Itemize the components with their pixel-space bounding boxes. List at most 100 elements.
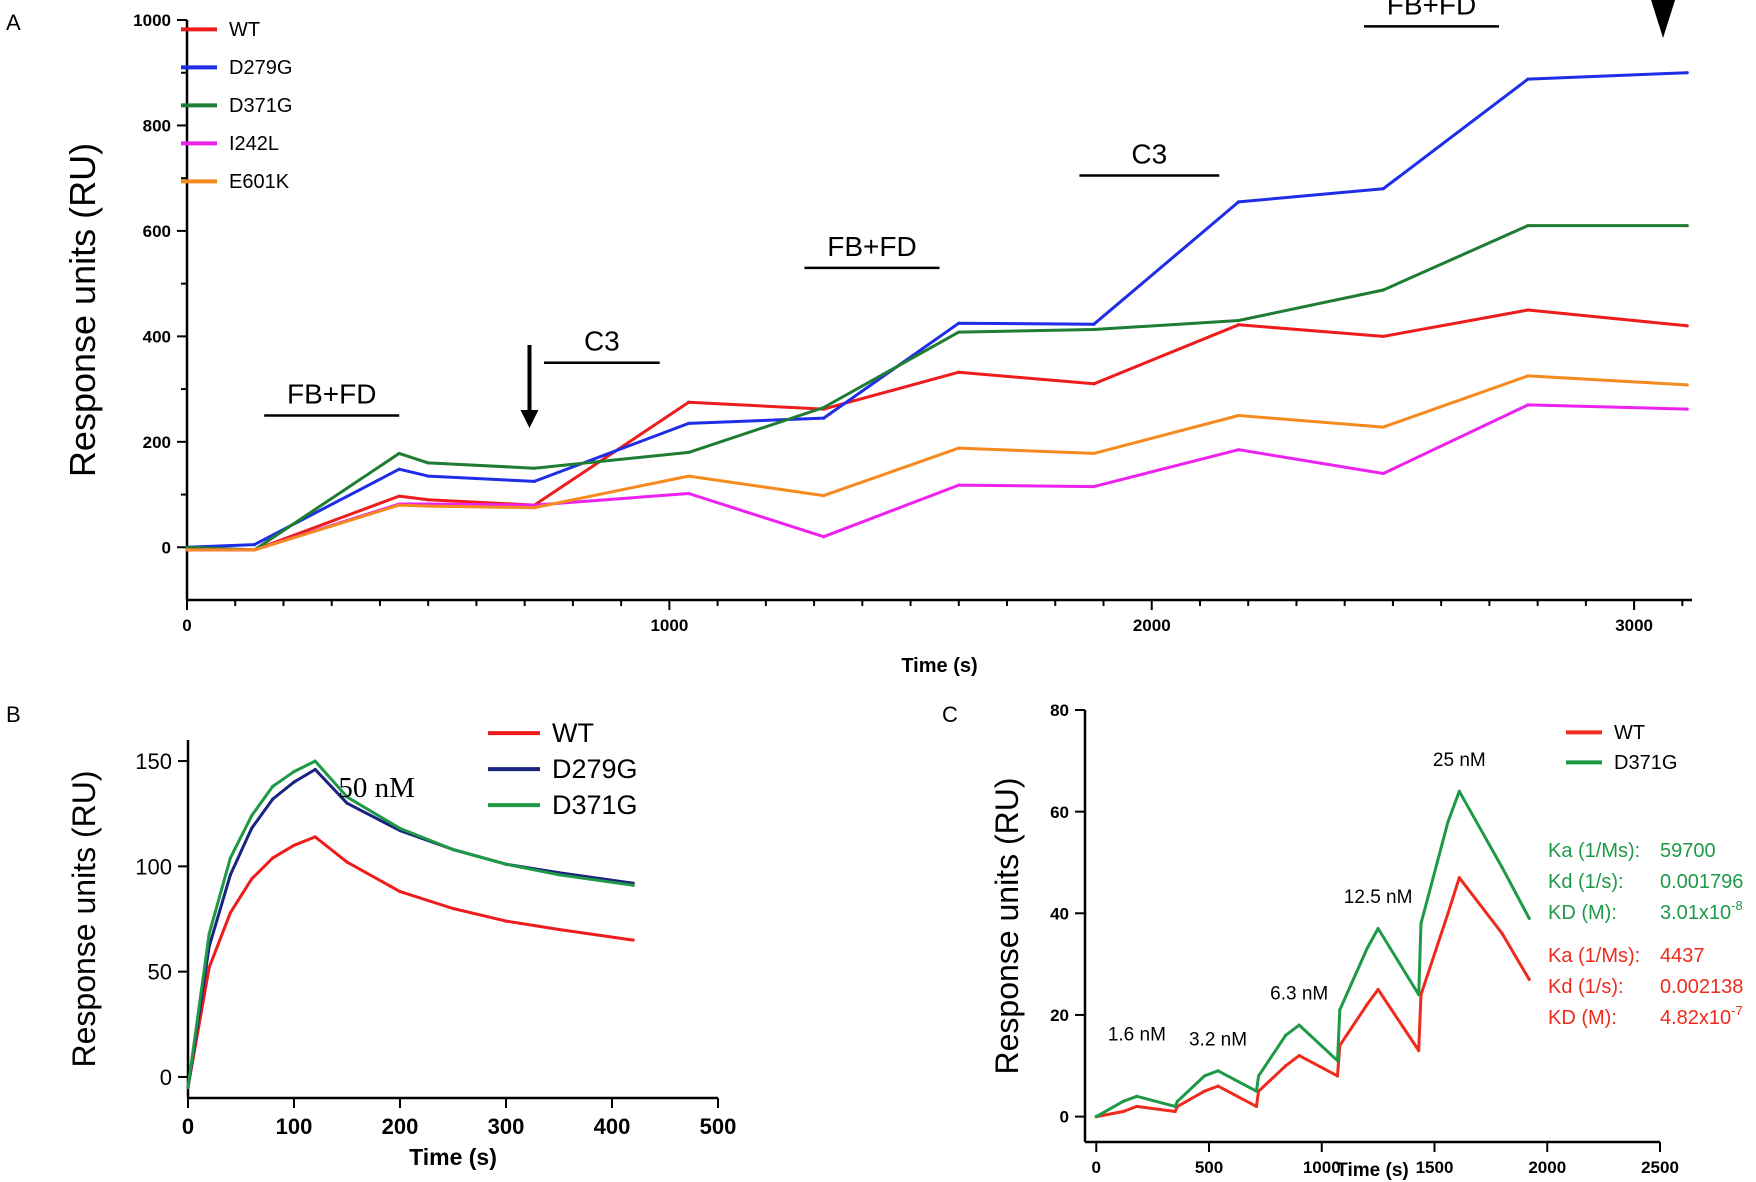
data-point-d371g	[1284, 1033, 1288, 1037]
data-point-wt	[397, 494, 401, 498]
data-point-d279g	[397, 467, 401, 471]
x-tick-label: 1000	[1303, 1158, 1341, 1177]
data-point-d279g	[957, 321, 961, 325]
data-point-d371g	[957, 330, 961, 334]
kinetics-value: 3.01x10-8	[1660, 898, 1743, 924]
data-point-wt	[631, 938, 635, 942]
kinetics-label: KD (M):	[1548, 902, 1617, 924]
data-point-d279g	[313, 767, 317, 772]
legend-label: WT	[229, 19, 260, 41]
data-point-e601k	[426, 504, 430, 508]
data-point-d371g	[1094, 1114, 1098, 1119]
data-point-e601k	[532, 506, 536, 510]
data-point-d371g	[1446, 820, 1450, 824]
data-point-wt	[345, 860, 349, 864]
x-tick-label: 2000	[1528, 1158, 1566, 1177]
kinetics-exponent: -7	[1731, 1003, 1743, 1018]
y-tick-label: 50	[148, 960, 172, 985]
data-point-wt	[687, 400, 691, 404]
data-point-wt	[1254, 1104, 1258, 1109]
data-point-i242l	[1092, 485, 1096, 489]
data-point-wt	[313, 835, 317, 839]
panel-letter: A	[6, 10, 21, 35]
data-point-d371g	[207, 932, 211, 936]
y-tick-label: 200	[143, 433, 171, 452]
data-point-e601k	[1685, 383, 1689, 387]
data-point-d371g	[1376, 926, 1380, 931]
data-point-wt	[1216, 1084, 1220, 1088]
data-point-wt	[1236, 323, 1241, 327]
kinetics-value: 0.002138	[1660, 976, 1743, 998]
series-line-i242l	[187, 403, 1688, 552]
kinetics-label: KD (M):	[1548, 1007, 1617, 1029]
kinetics-value: 4.82x10-7	[1660, 1003, 1743, 1029]
data-point-d371g	[1297, 1023, 1301, 1027]
data-point-d279g	[426, 474, 430, 478]
panel-A: A 0 1000 2000 3000 0 200 400 600 800 1000 Time (s) R…	[6, 0, 1692, 677]
data-point-d279g	[532, 479, 536, 483]
data-point-d279g	[252, 543, 257, 547]
y-axis-label: Response units (RU)	[66, 771, 102, 1068]
data-point-wt	[1685, 324, 1689, 328]
kinetics-label: Kd (1/s):	[1548, 976, 1624, 998]
kinetics-exponent: -8	[1731, 898, 1743, 913]
injection-label: C3	[1131, 139, 1167, 170]
y-axis-label: Response units (RU)	[62, 143, 103, 477]
data-point-i242l	[957, 483, 961, 487]
data-point-d371g	[1216, 1069, 1220, 1073]
data-point-wt	[207, 965, 211, 970]
x-tick-label: 200	[382, 1114, 419, 1139]
data-point-wt	[271, 856, 275, 860]
x-tick-label: 300	[488, 1114, 525, 1139]
data-point-d279g	[271, 797, 275, 801]
data-point-wt	[1202, 1089, 1207, 1093]
y-tick-label: 400	[143, 327, 171, 346]
series-line-d279g	[186, 71, 1688, 549]
injection-arrow-head	[520, 410, 539, 428]
series-line-wt	[187, 308, 1688, 552]
data-point-d371g	[504, 862, 508, 866]
panel-letter: C	[942, 702, 958, 727]
data-point-wt	[1417, 1048, 1421, 1053]
data-point-wt	[398, 890, 402, 894]
x-tick-label: 3000	[1615, 616, 1653, 635]
y-axis-label: Response units (RU)	[989, 778, 1025, 1075]
data-point-wt	[957, 370, 961, 374]
data-point-d371g	[1457, 789, 1461, 793]
data-point-wt	[1457, 876, 1461, 880]
kinetics-label: Ka (1/Ms):	[1548, 840, 1640, 862]
data-point-wt	[451, 906, 455, 911]
data-point-d371g	[631, 883, 635, 887]
data-point-wt	[292, 843, 296, 847]
data-point-i242l	[1685, 407, 1689, 411]
data-point-d371g	[313, 759, 317, 763]
y-tick-label: 0	[162, 538, 171, 557]
data-point-i242l	[1381, 471, 1385, 476]
y-tick-label: 40	[1050, 904, 1069, 923]
panel-C: C 0 500 1000 1500 2000 2500 0 20 40 60 80 Time (s) Re…	[942, 701, 1743, 1181]
data-point-wt	[1381, 334, 1385, 338]
data-point-d371g	[292, 769, 296, 774]
data-point-e601k	[185, 548, 189, 552]
data-point-d371g	[1335, 1059, 1340, 1063]
data-point-e601k	[1381, 425, 1385, 429]
data-point-d371g	[1092, 327, 1096, 332]
legend-label: D371G	[1614, 752, 1677, 774]
data-point-d371g	[271, 784, 275, 788]
x-tick-label: 2000	[1133, 616, 1171, 635]
data-point-wt	[1446, 911, 1450, 915]
y-tick-label: 100	[135, 854, 172, 879]
data-point-d279g	[1381, 187, 1385, 191]
data-point-d371g	[1365, 947, 1369, 951]
data-point-d371g	[398, 826, 402, 831]
series-line-d371g	[1095, 789, 1531, 1118]
y-tick-label: 150	[135, 749, 172, 774]
x-tick-label: 1000	[650, 616, 688, 635]
data-point-wt	[426, 498, 430, 502]
data-point-d279g	[1236, 200, 1241, 204]
kinetics-label: Kd (1/s):	[1548, 871, 1624, 893]
data-point-wt	[1121, 1109, 1125, 1114]
data-point-d371g	[451, 847, 455, 852]
data-point-e601k	[957, 446, 961, 450]
data-point-wt	[1335, 1074, 1340, 1078]
